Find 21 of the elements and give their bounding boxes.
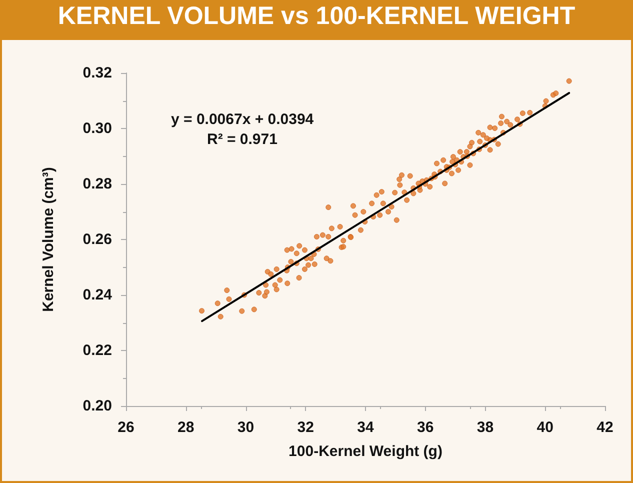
y-tick-label: 0.32 [82,64,112,82]
x-tick-label: 38 [476,419,494,436]
y-tick-label: 0.24 [82,286,113,304]
x-tick-label: 42 [596,419,614,436]
y-tick-label: 0.26 [82,231,112,248]
x-axis-title: 100-Kernel Weight (g) [288,443,442,460]
x-tick-label: 40 [536,419,554,436]
x-tick-label: 36 [417,419,434,436]
annotation: R² = 0.971 [206,131,278,148]
x-tick-label: 28 [178,419,194,436]
x-tick-label: 30 [237,419,254,436]
y-tick-label: 0.22 [82,342,112,359]
chart-title: KERNEL VOLUME vs 100-KERNEL WEIGHT [2,2,631,40]
y-tick-label: 0.20 [82,398,112,414]
x-tick-label: 34 [357,419,374,436]
y-tick-label: 0.30 [82,120,112,137]
y-axis-title: Kernel Volume (cm³) [40,167,57,312]
x-tick-label: 26 [118,419,134,436]
annotation: y = 0.0067x + 0.0394 [170,111,314,128]
x-tick-label: 32 [297,419,314,436]
y-tick-label: 0.28 [82,176,112,192]
